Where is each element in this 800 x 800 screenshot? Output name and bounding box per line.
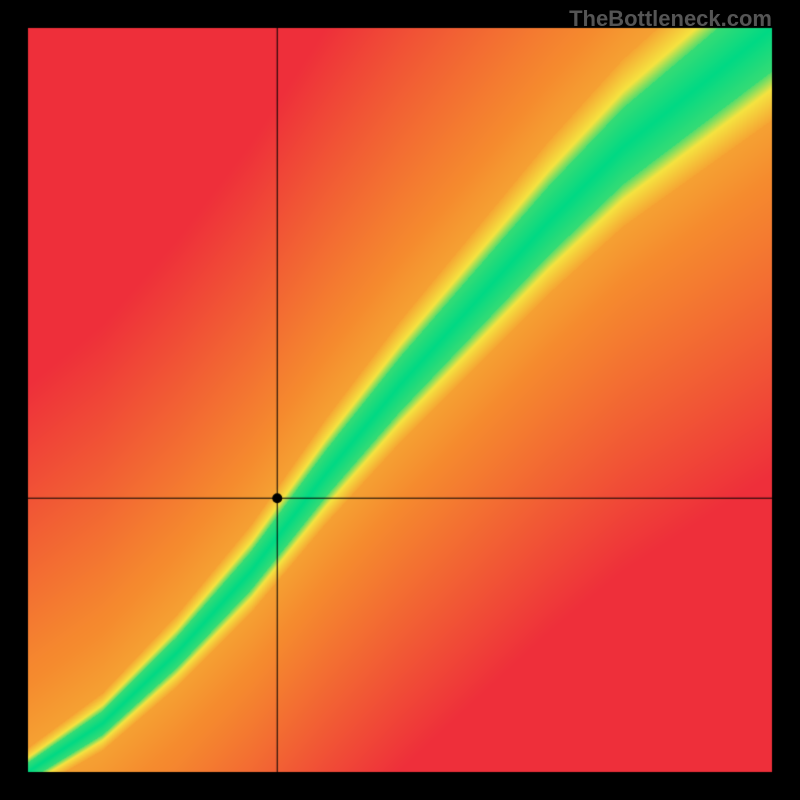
chart-container: TheBottleneck.com: [0, 0, 800, 800]
bottleneck-heatmap-canvas: [0, 0, 800, 800]
watermark-text: TheBottleneck.com: [569, 6, 772, 32]
